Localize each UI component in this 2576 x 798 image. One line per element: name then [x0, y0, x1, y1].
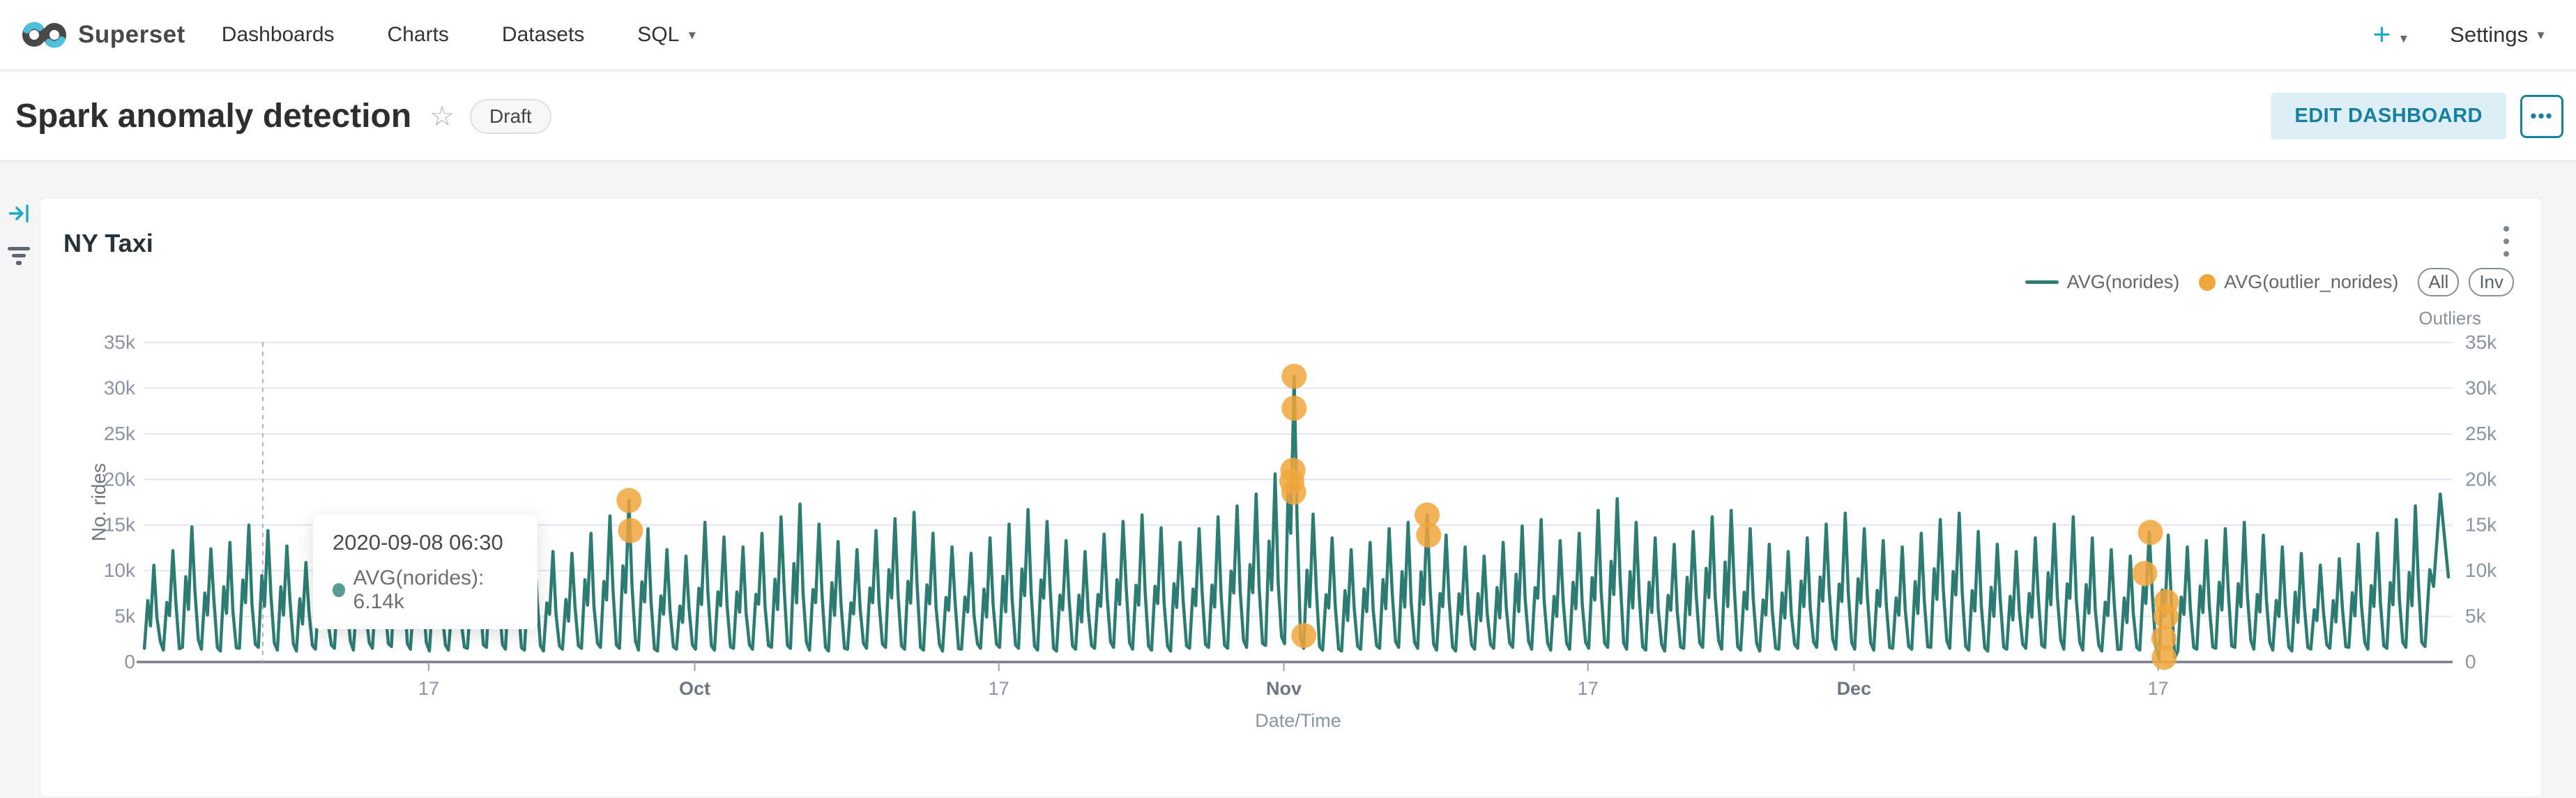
chart-tooltip: 2020-09-08 06:30 AVG(norides): 6.14k: [313, 515, 538, 629]
tooltip-value: AVG(norides): 6.14k: [353, 566, 485, 613]
nav-item-sql[interactable]: SQL ▼: [637, 22, 699, 46]
outlier-point: [1281, 479, 1306, 505]
y-tick-label-left: 25k: [104, 423, 136, 444]
x-axis-title: Date/Time: [1255, 710, 1341, 731]
chevron-down-icon: ▼: [686, 28, 699, 42]
nav-menu: Dashboards Charts Datasets SQL ▼: [222, 23, 698, 47]
nav-right-section: + ▼ Settings ▼: [2372, 17, 2576, 52]
favorite-star-icon[interactable]: ☆: [429, 100, 455, 132]
x-tick-label: Oct: [679, 678, 710, 699]
outlier-point: [1281, 363, 1307, 389]
y-tick-label-left: 5k: [114, 605, 136, 627]
chart-legend: AVG(norides) AVG(outlier_norides) All In…: [2025, 268, 2514, 296]
y-tick-label-right: 10k: [2465, 559, 2497, 581]
nav-item-dashboards[interactable]: Dashboards: [221, 22, 335, 46]
outlier-point: [1415, 502, 1440, 528]
more-options-button[interactable]: •••: [2520, 94, 2563, 138]
x-tick-label: 17: [2147, 678, 2168, 699]
expand-right-icon: [8, 204, 29, 223]
chart-options-kebab-menu[interactable]: [2501, 226, 2511, 257]
x-tick-label: Dec: [1837, 678, 1872, 699]
y-tick-label-right: 20k: [2465, 468, 2497, 490]
nav-item-datasets[interactable]: Datasets: [501, 22, 585, 46]
chevron-down-icon: ▼: [2535, 29, 2547, 43]
y-axis-title: No. rides: [88, 463, 109, 541]
superset-logo[interactable]: Superset: [21, 18, 185, 52]
legend-label: AVG(outlier_norides): [2224, 271, 2399, 292]
outlier-point: [1416, 522, 1442, 548]
y-tick-label-left: 20k: [104, 468, 136, 490]
y-tick-label-left: 35k: [104, 331, 136, 353]
dashboard-body: NY Taxi AVG(norides) AVG(outlier_norides…: [0, 162, 2576, 797]
x-tick-label: 17: [1578, 678, 1599, 699]
outlier-point: [2137, 520, 2163, 545]
y-tick-label-right: 0: [2465, 651, 2476, 672]
y-tick-label-right: 5k: [2465, 605, 2487, 627]
x-tick-label: 17: [418, 678, 439, 699]
series-dot-icon: [333, 583, 345, 597]
nav-item-charts[interactable]: Charts: [387, 22, 449, 46]
dot-swatch-icon: [2199, 273, 2216, 291]
chart-title: NY Taxi: [63, 229, 153, 257]
ny-taxi-timeseries-chart[interactable]: 0 0 5k 5k 10k 10k 15k 15k 20k 20k 25k 25k 30k 30k 35k 3…: [40, 198, 2543, 798]
y-tick-label-right: 15k: [2465, 514, 2497, 536]
outlier-point: [1281, 396, 1307, 421]
settings-menu[interactable]: Settings ▼: [2450, 22, 2547, 47]
draft-status-badge: Draft: [470, 98, 551, 134]
brand-name: Superset: [78, 20, 185, 48]
legend-inverse-button[interactable]: Inv: [2469, 268, 2514, 296]
y-tick-label-right: 25k: [2465, 423, 2497, 444]
outlier-point: [1291, 623, 1317, 649]
legend-item-norides[interactable]: AVG(norides): [2025, 271, 2180, 293]
top-navbar: Superset Dashboards Charts Datasets SQL ▼…: [0, 0, 2576, 70]
outlier-point: [2153, 603, 2179, 629]
outliers-caption: Outliers: [2418, 308, 2481, 329]
outlier-point: [618, 518, 643, 543]
y-tick-label-left: 15k: [104, 514, 136, 536]
x-tick-label: 17: [989, 678, 1009, 699]
filter-icon: [8, 247, 30, 265]
y-tick-label-left: 0: [124, 651, 135, 672]
outlier-point: [2151, 645, 2177, 670]
legend-item-outlier-norides[interactable]: AVG(outlier_norides): [2199, 271, 2398, 293]
y-tick-label-left: 30k: [104, 377, 136, 398]
new-item-button[interactable]: + ▼: [2372, 17, 2410, 52]
plus-icon: +: [2372, 17, 2391, 52]
chart-card-ny-taxi: NY Taxi AVG(norides) AVG(outlier_norides…: [40, 197, 2543, 797]
legend-all-button[interactable]: All: [2418, 268, 2460, 296]
line-swatch-icon: [2025, 280, 2059, 284]
y-tick-label-left: 10k: [104, 559, 136, 581]
outlier-point: [2151, 626, 2177, 651]
superset-infinity-icon: [22, 22, 66, 47]
tooltip-timestamp: 2020-09-08 06:30: [333, 530, 503, 555]
outlier-point: [2132, 561, 2158, 587]
legend-label: AVG(norides): [2066, 271, 2180, 292]
outlier-point: [616, 488, 642, 513]
dashboard-header: Spark anomaly detection ☆ Draft EDIT DAS…: [0, 72, 2576, 162]
dashboard-title: Spark anomaly detection: [15, 98, 412, 135]
edit-dashboard-button[interactable]: EDIT DASHBOARD: [2271, 93, 2506, 140]
legend-toggle-pills: All Inv: [2418, 268, 2514, 296]
header-actions: EDIT DASHBOARD •••: [2271, 93, 2576, 140]
chevron-down-icon: ▼: [2398, 31, 2410, 45]
y-tick-label-right: 30k: [2465, 377, 2497, 398]
filters-button[interactable]: [6, 244, 31, 273]
expand-filter-bar-button[interactable]: [8, 204, 30, 227]
x-tick-label: Nov: [1266, 678, 1302, 699]
y-tick-label-right: 35k: [2465, 331, 2497, 353]
